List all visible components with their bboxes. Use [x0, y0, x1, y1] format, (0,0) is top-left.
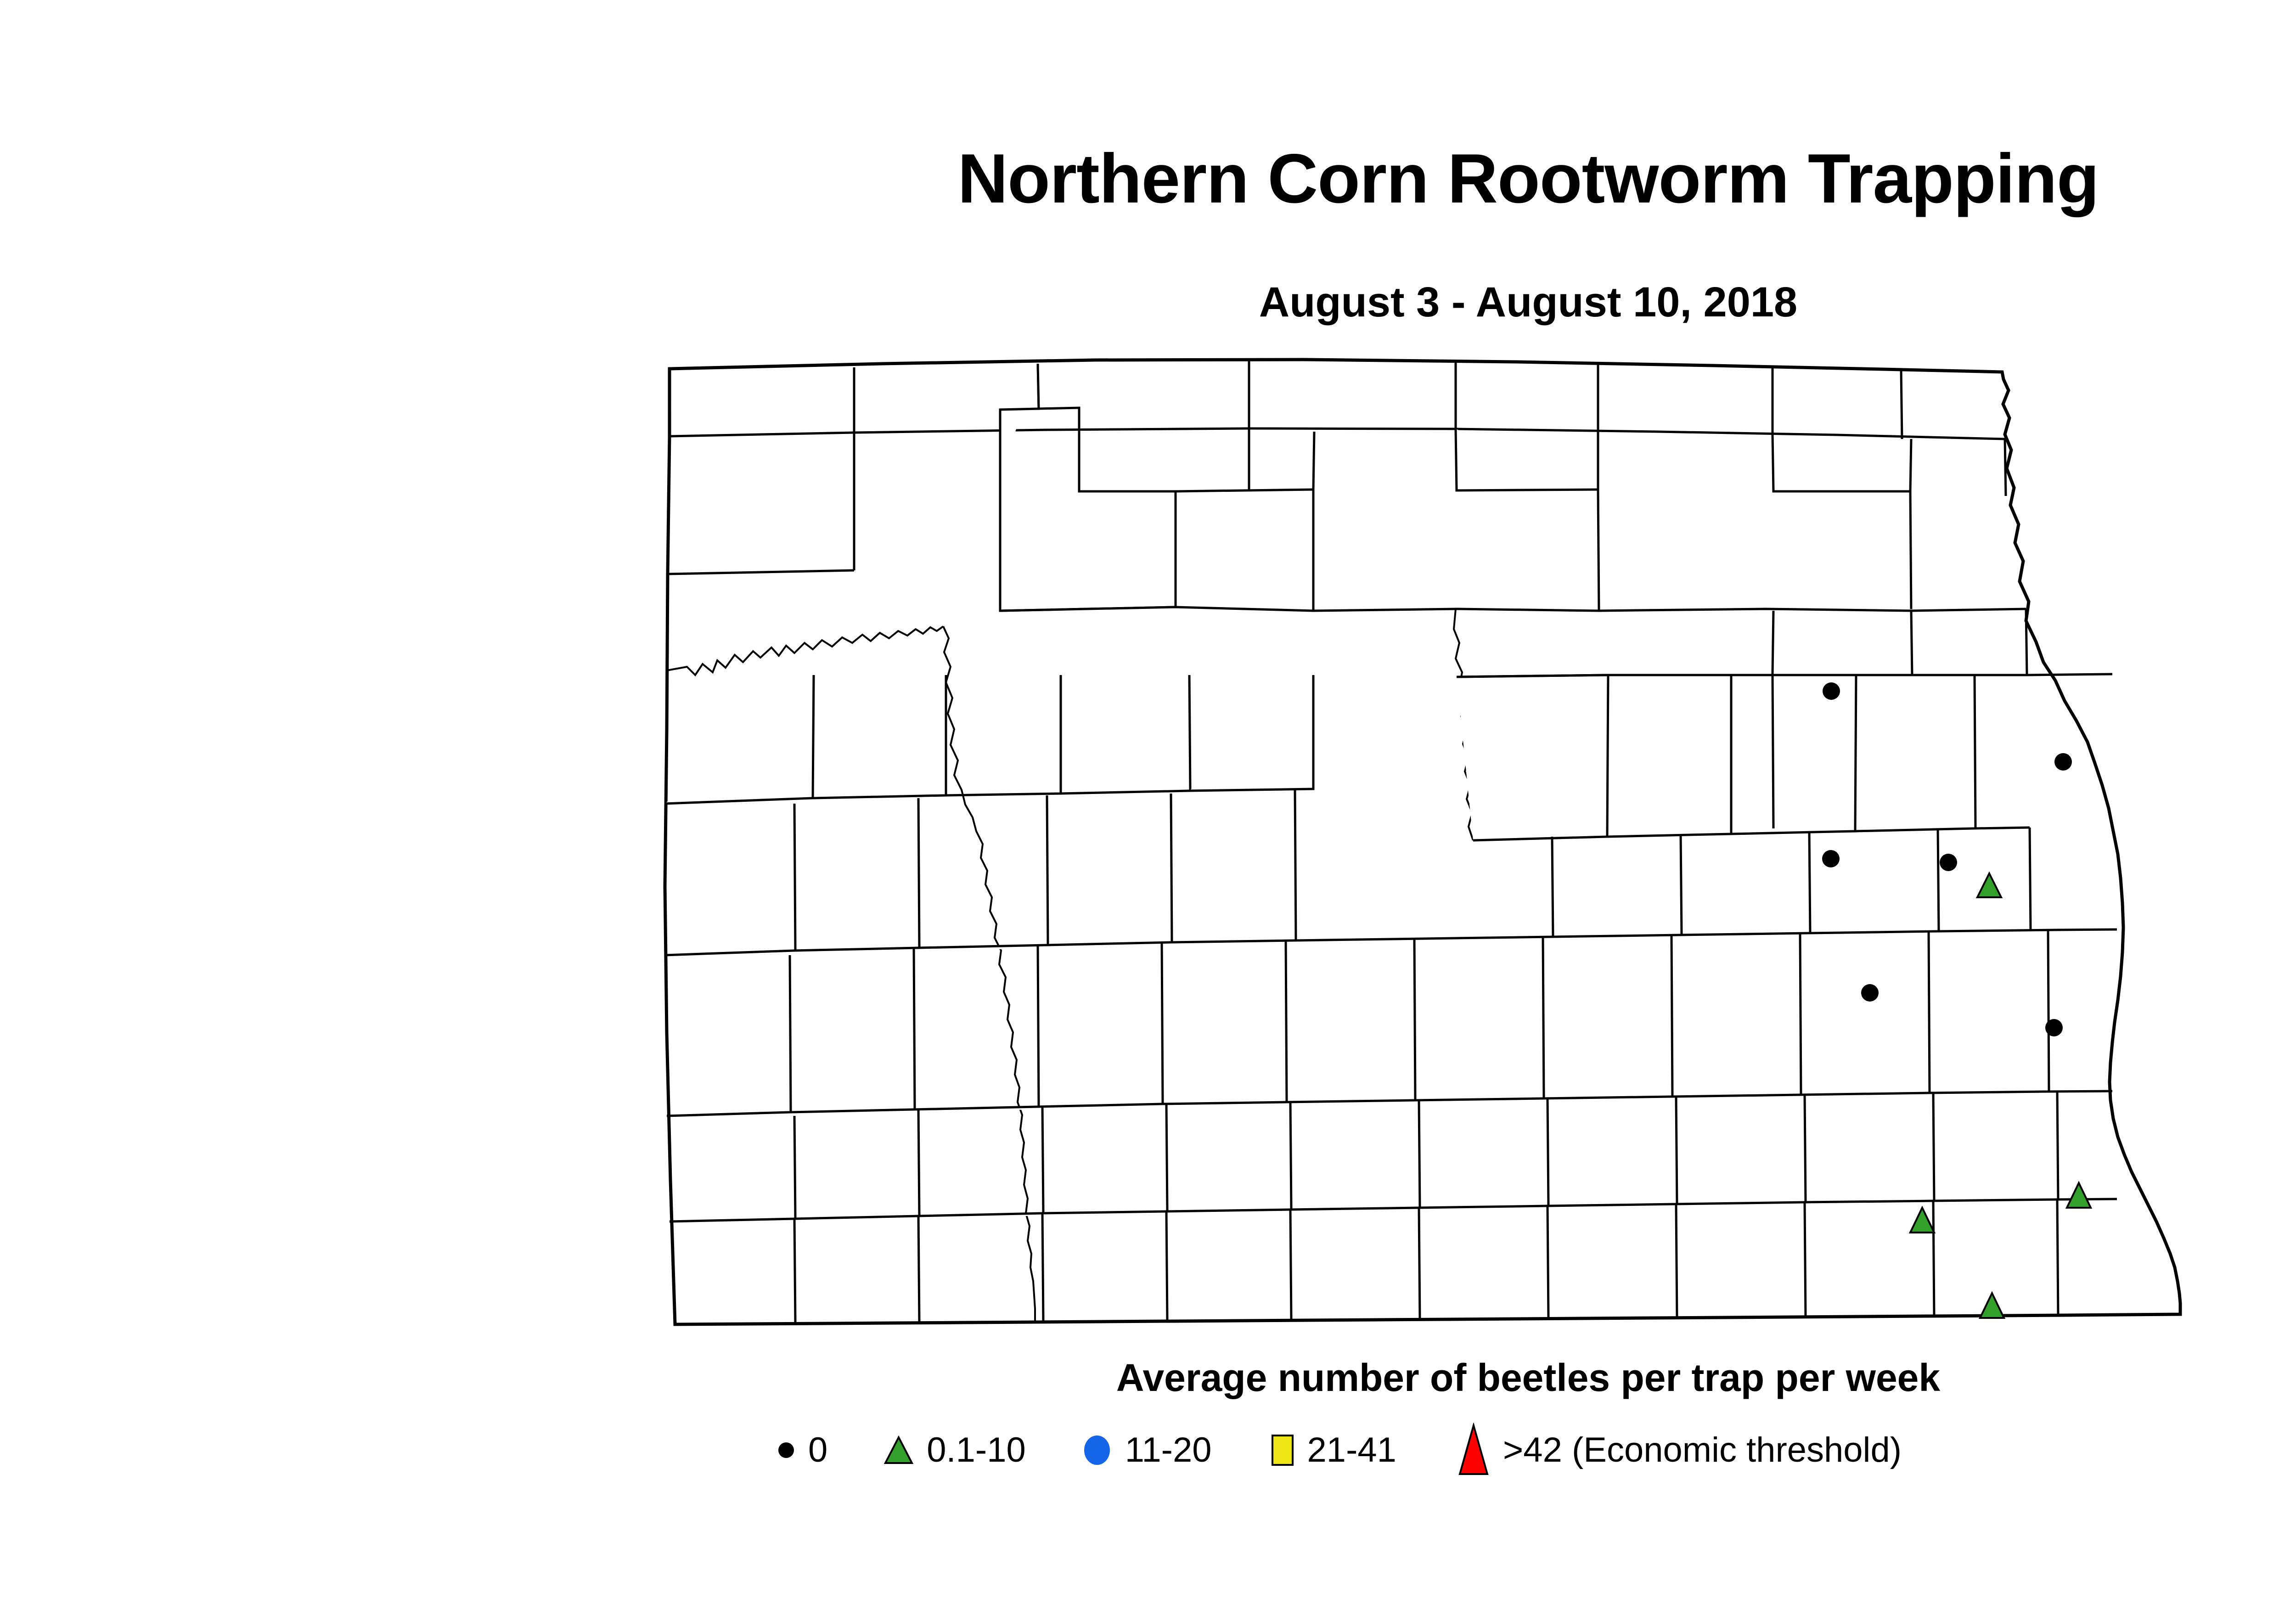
trap-marker-low[interactable]	[2065, 1181, 2093, 1209]
blue-circle-icon	[1084, 1435, 1110, 1465]
page-title: Northern Corn Rootworm Trapping	[957, 140, 2099, 218]
trap-marker-zero[interactable]	[1822, 850, 1840, 867]
legend-title: Average number of beetles per trap per w…	[1116, 1356, 1941, 1399]
trap-marker-low[interactable]	[1908, 1205, 1936, 1233]
trap-marker-zero[interactable]	[1861, 984, 1879, 1002]
yellow-square-icon	[1271, 1435, 1294, 1466]
county-boundaries	[663, 358, 2182, 1326]
trap-marker-zero[interactable]	[2045, 1019, 2063, 1036]
legend-label-threshold: >42 (Economic threshold)	[1503, 1430, 1902, 1469]
page-subtitle: August 3 - August 10, 2018	[1259, 279, 1798, 326]
legend-item-zero[interactable]: 0	[776, 1423, 827, 1478]
legend-item-low[interactable]: 0.1-10	[883, 1423, 1026, 1478]
green-triangle-icon	[884, 1435, 914, 1464]
north-dakota-county-map[interactable]	[597, 354, 2213, 1332]
trap-marker-low[interactable]	[1978, 1291, 2006, 1319]
legend-label-mid: 11-20	[1125, 1430, 1212, 1469]
trap-data-markers	[1822, 682, 2093, 1319]
legend-item-mid[interactable]: 11-20	[1081, 1423, 1212, 1478]
small-black-circle-icon	[778, 1442, 794, 1458]
trap-marker-zero[interactable]	[2054, 753, 2072, 771]
legend-item-threshold[interactable]: >42 (Economic threshold)	[1456, 1423, 1902, 1478]
map-svg	[663, 358, 2182, 1326]
trap-marker-zero[interactable]	[1823, 682, 1840, 700]
trap-marker-low[interactable]	[1975, 871, 2003, 898]
red-triangle-icon	[1458, 1423, 1489, 1475]
legend-label-low: 0.1-10	[927, 1430, 1026, 1469]
legend-label-zero: 0	[808, 1430, 828, 1469]
legend-label-high: 21-41	[1307, 1430, 1396, 1469]
trap-marker-zero[interactable]	[1940, 854, 1957, 871]
state-outline	[663, 358, 2182, 1326]
legend-item-high[interactable]: 21-41	[1267, 1423, 1396, 1478]
legend: 0 0.1-10 11-20 21-41	[776, 1423, 1902, 1478]
